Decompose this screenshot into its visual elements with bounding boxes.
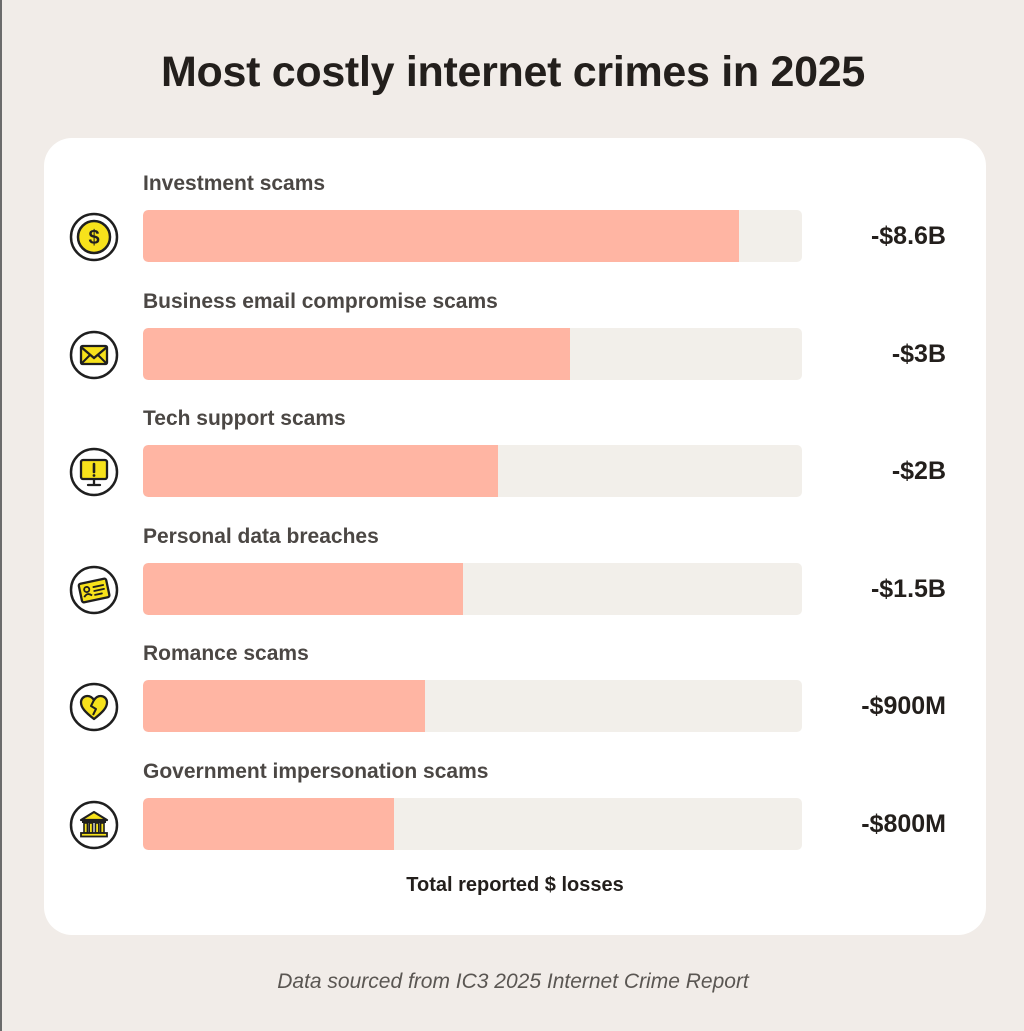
- category-label: Business email compromise scams: [143, 289, 498, 313]
- bar-row: Personal data breaches -$1.5B: [44, 491, 986, 615]
- bar: [143, 210, 739, 262]
- broken-heart-icon: [69, 683, 119, 732]
- category-label: Tech support scams: [143, 407, 346, 431]
- category-label: Personal data breaches: [143, 524, 379, 548]
- dollar-coin-icon: $: [69, 212, 119, 262]
- bar-track: [143, 562, 802, 615]
- chart-card: Total reported $ losses Investment scams…: [44, 138, 986, 935]
- bar: [143, 798, 394, 850]
- category-label: Government impersonation scams: [143, 760, 489, 783]
- svg-text:$: $: [88, 227, 99, 249]
- source-footnote: Data sourced from IC3 2025 Internet Crim…: [277, 970, 749, 993]
- bar-track: [143, 210, 802, 262]
- bar-row: Romance scams -$900M: [44, 608, 986, 733]
- bar-track: [143, 680, 802, 733]
- bar-track: [143, 445, 802, 498]
- envelope-icon: [69, 330, 119, 379]
- value-label: -$1.5B: [870, 574, 946, 603]
- value-label: -$8.6B: [870, 222, 946, 250]
- bar-row: Investment scams $ -$8.6B: [44, 138, 986, 262]
- bar-row: Government impersonation scams -$800M: [44, 726, 986, 850]
- value-label: -$3B: [891, 339, 946, 368]
- x-axis-label: Total reported $ losses: [406, 874, 624, 896]
- bar: [143, 327, 570, 380]
- value-label: -$2B: [891, 457, 946, 486]
- value-label: -$800M: [861, 810, 946, 838]
- category-label: Romance scams: [143, 642, 309, 666]
- bar-track: [143, 798, 802, 850]
- category-label: Investment scams: [143, 172, 326, 195]
- bar-track: [143, 327, 802, 380]
- bar: [143, 445, 498, 498]
- bar: [143, 680, 425, 733]
- id-card-icon: [69, 565, 119, 615]
- value-label: -$900M: [861, 692, 946, 721]
- bank-icon: [69, 800, 119, 850]
- bar: [143, 562, 463, 615]
- bar-row: Tech support scams -$2B: [44, 373, 986, 498]
- bar-row: Business email compromise scams -$3B: [44, 256, 986, 380]
- monitor-alert-icon: [69, 447, 119, 497]
- chart-title: Most costly internet crimes in 2025: [160, 48, 866, 96]
